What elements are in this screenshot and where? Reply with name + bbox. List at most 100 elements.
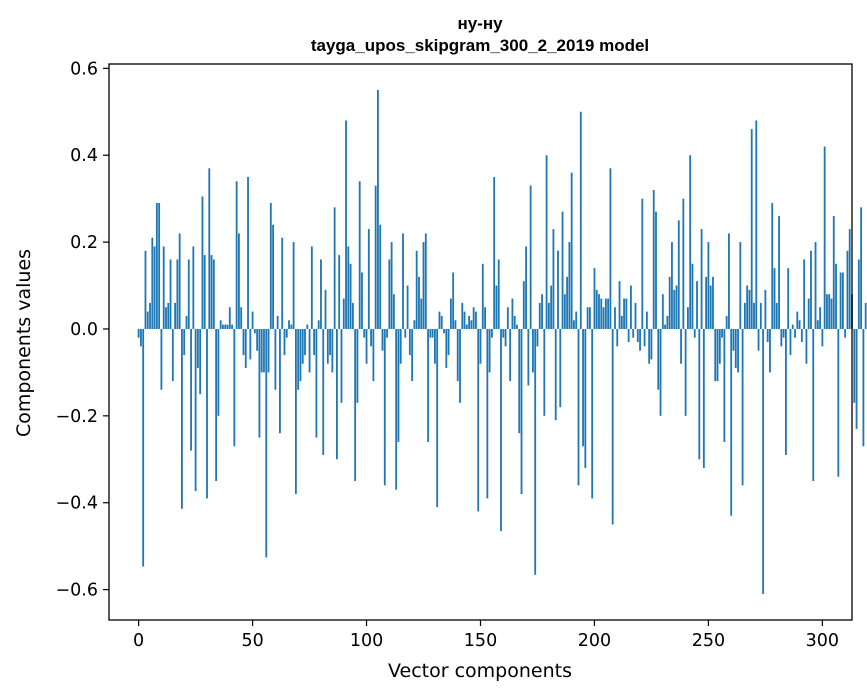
bar	[470, 320, 473, 329]
bar	[538, 302, 541, 329]
bar	[224, 324, 227, 329]
x-tick-label: 0	[133, 631, 144, 651]
bar	[308, 328, 311, 373]
bar	[185, 315, 188, 329]
bar	[552, 229, 555, 329]
bar	[162, 246, 165, 329]
y-tick-label: 0.4	[70, 146, 98, 166]
bar	[304, 328, 306, 356]
bar	[652, 189, 655, 329]
bar	[543, 328, 546, 416]
bar	[755, 120, 758, 329]
bar	[415, 250, 418, 329]
bar	[780, 328, 783, 347]
bar	[367, 229, 370, 329]
bar	[557, 250, 559, 329]
bar	[609, 168, 612, 329]
bar	[796, 311, 799, 329]
bar	[402, 233, 404, 329]
bar	[226, 324, 229, 329]
bar	[721, 328, 723, 338]
bar	[461, 302, 464, 329]
bar	[798, 320, 801, 329]
bar	[242, 328, 245, 356]
bar	[490, 328, 493, 338]
bar	[625, 298, 628, 329]
bar	[363, 328, 366, 338]
bar	[486, 328, 489, 499]
bar	[449, 298, 452, 329]
bar	[554, 328, 557, 421]
bar	[431, 328, 434, 338]
bar	[167, 302, 170, 329]
bar	[757, 328, 760, 351]
bar	[709, 285, 712, 329]
bar	[406, 285, 409, 329]
bar	[846, 250, 849, 329]
bar	[377, 90, 379, 329]
bar	[707, 242, 710, 329]
bar	[728, 233, 730, 329]
bar	[696, 281, 698, 329]
bar	[253, 328, 256, 334]
bar	[862, 328, 865, 447]
bar	[630, 285, 632, 329]
bar	[422, 242, 425, 329]
bar	[354, 328, 357, 481]
bar	[500, 328, 502, 531]
bar	[566, 276, 569, 329]
bar	[320, 259, 322, 329]
bar	[459, 328, 461, 403]
bar	[579, 111, 582, 329]
bar	[639, 328, 641, 351]
bar	[495, 285, 498, 329]
bar	[782, 328, 785, 338]
bar	[541, 294, 543, 329]
bar	[199, 328, 202, 395]
bar	[675, 285, 678, 329]
bar	[650, 328, 653, 360]
bar	[527, 328, 530, 386]
bar	[445, 328, 448, 369]
bar	[233, 328, 236, 447]
bar	[313, 328, 316, 356]
bar	[137, 328, 140, 338]
bar	[563, 294, 566, 329]
bar	[288, 320, 290, 329]
bar	[397, 328, 400, 442]
bar	[627, 328, 630, 342]
bar	[424, 233, 427, 329]
bar	[260, 328, 263, 373]
bar	[716, 328, 719, 382]
bar	[436, 328, 439, 508]
bar	[661, 294, 664, 329]
x-tick-label: 300	[806, 631, 839, 651]
bar	[472, 307, 475, 329]
bar	[853, 328, 856, 403]
x-tick-label: 250	[692, 631, 725, 651]
bar	[267, 328, 270, 373]
bar	[525, 246, 527, 329]
bar	[374, 185, 377, 329]
bar	[568, 242, 571, 329]
bar	[338, 255, 341, 329]
bar	[812, 328, 815, 481]
bar	[618, 281, 621, 329]
bar	[386, 328, 388, 338]
bar	[194, 328, 197, 491]
bar	[686, 307, 689, 329]
bar	[723, 328, 726, 442]
bar	[361, 272, 363, 329]
bar	[582, 328, 584, 447]
bar	[743, 302, 746, 329]
bar	[789, 328, 792, 356]
bar	[392, 294, 395, 329]
bar	[803, 259, 806, 329]
bar	[645, 311, 648, 329]
bar	[479, 328, 482, 364]
bar	[301, 328, 304, 364]
bar	[269, 203, 272, 329]
bar	[190, 328, 192, 451]
bar	[176, 259, 179, 329]
bar	[764, 289, 767, 329]
